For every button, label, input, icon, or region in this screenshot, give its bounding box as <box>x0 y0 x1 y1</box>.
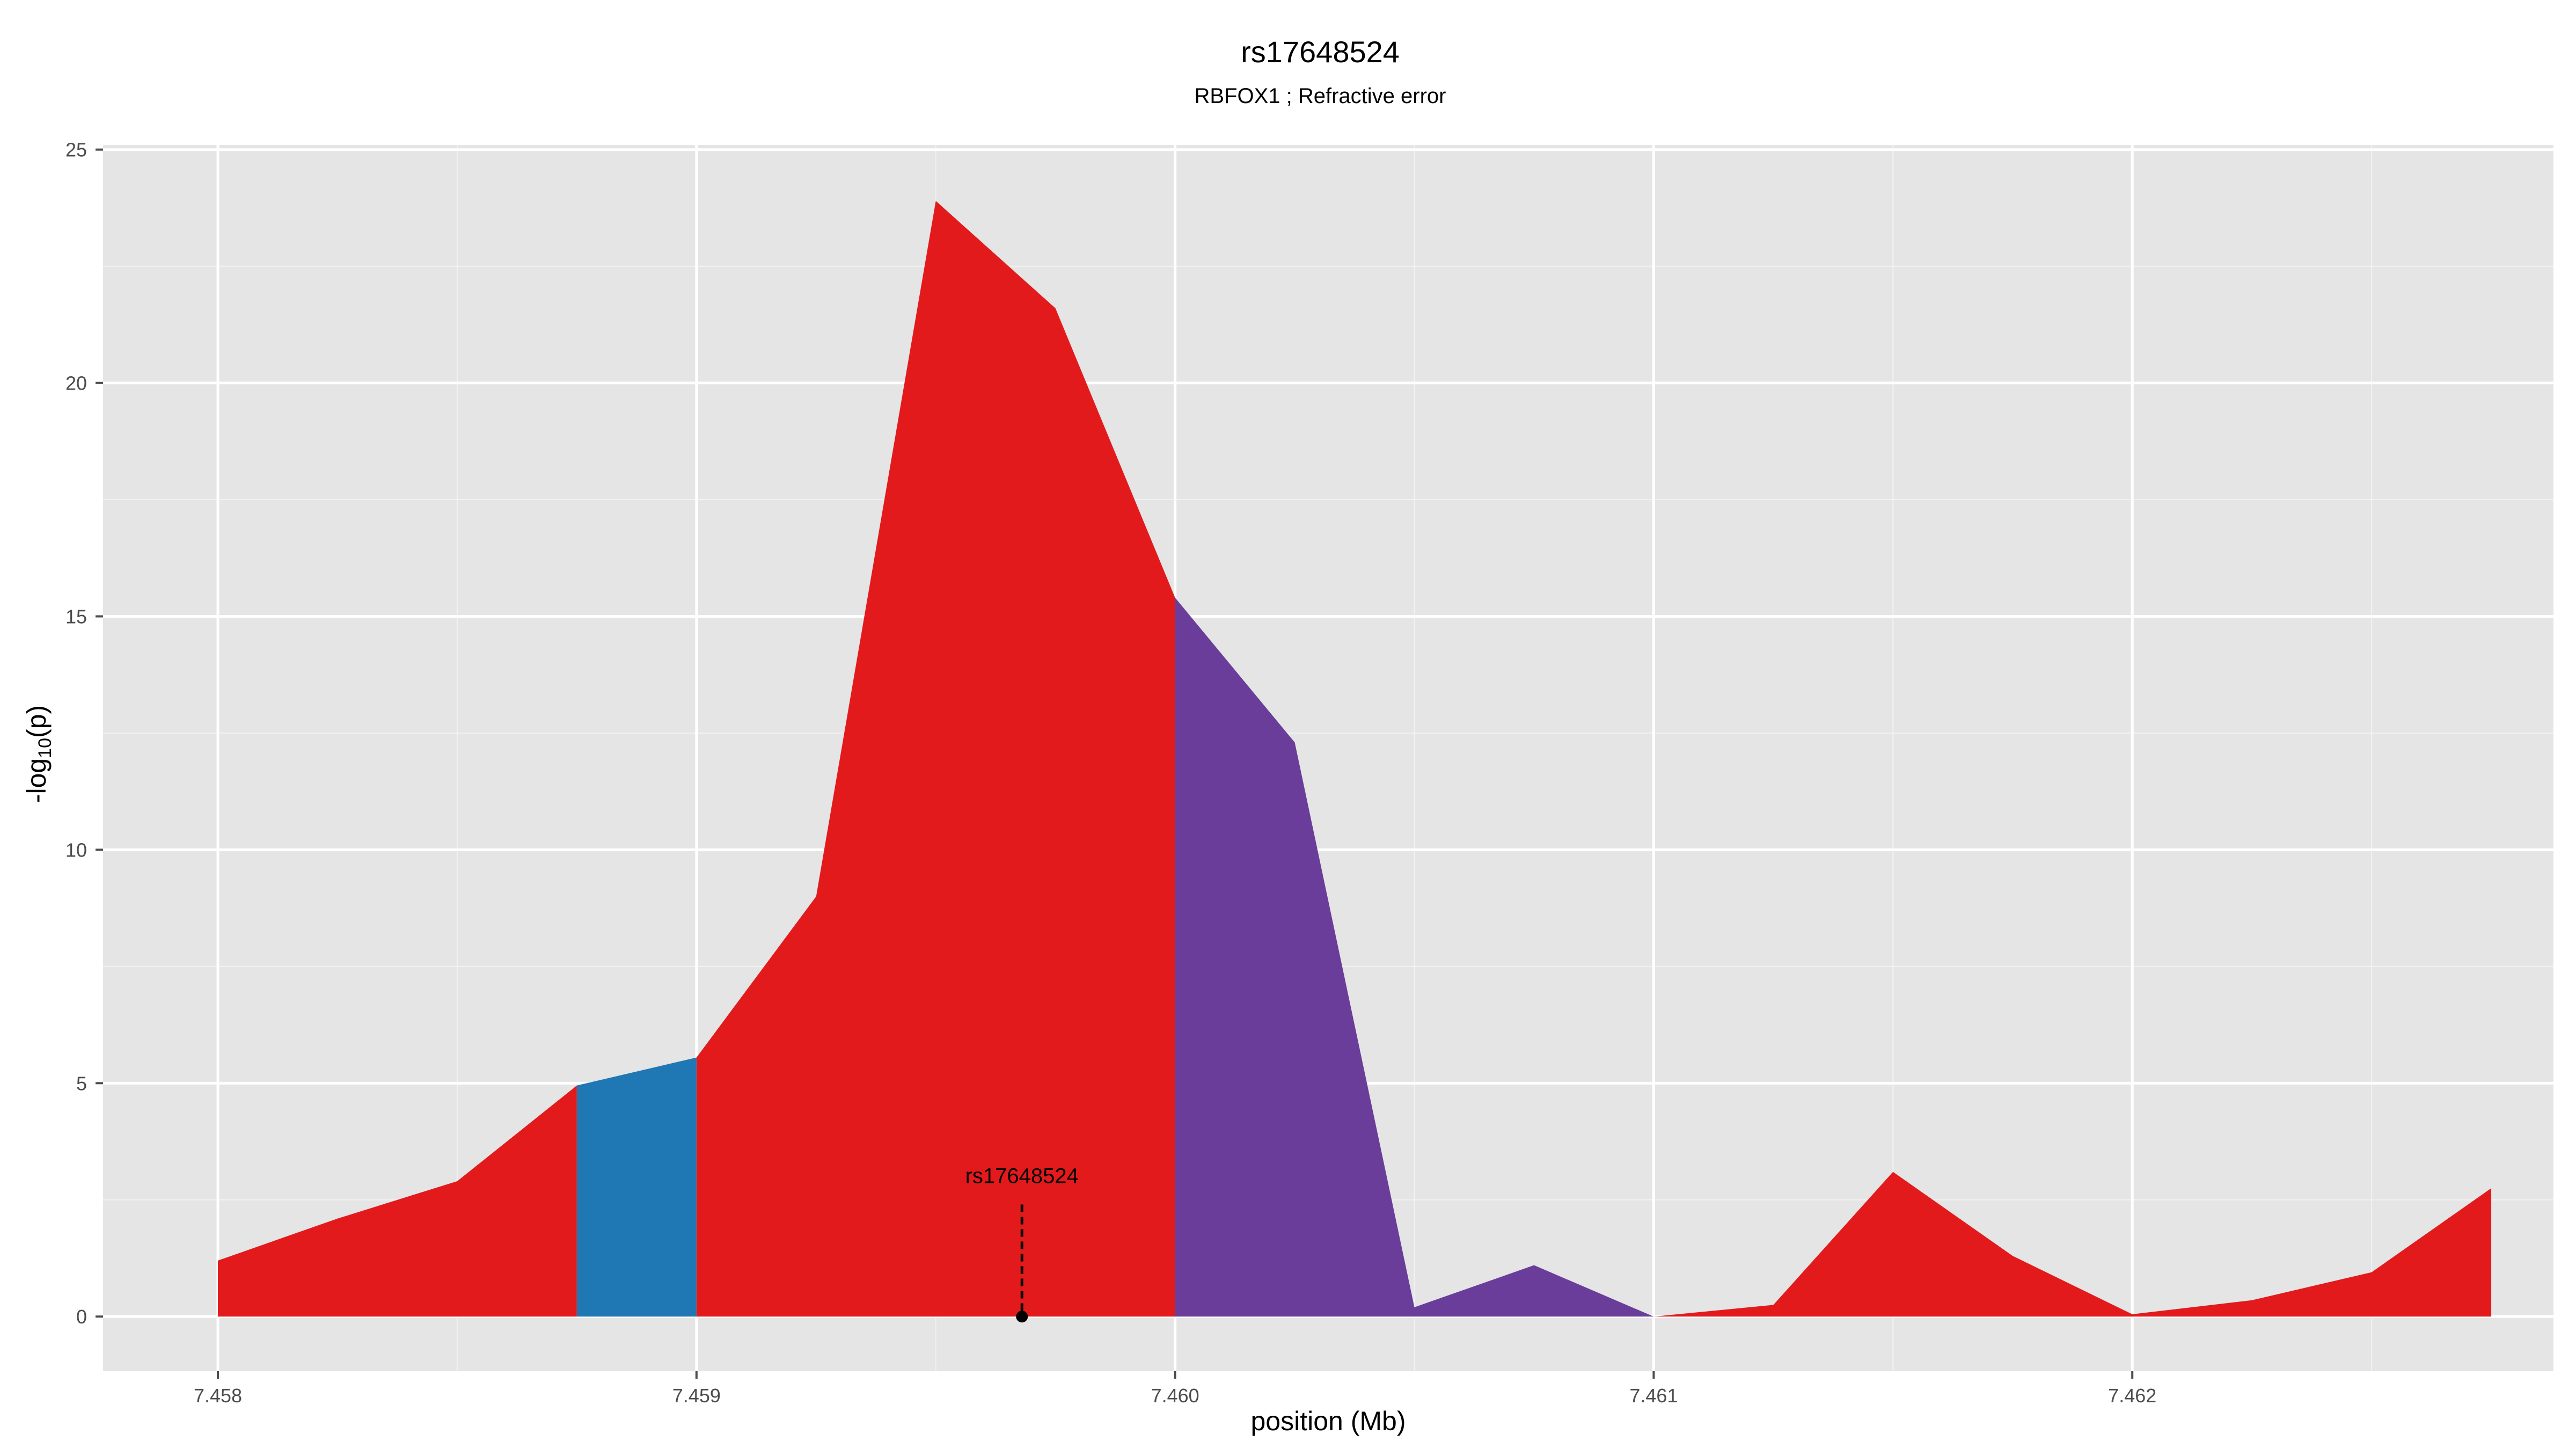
y-tick-label: 25 <box>65 139 87 161</box>
annotation-label: rs17648524 <box>965 1164 1079 1188</box>
x-tick-label: 7.461 <box>1629 1385 1678 1407</box>
y-tick-label: 0 <box>76 1306 87 1328</box>
chart-subtitle: RBFOX1 ; Refractive error <box>1194 84 1446 108</box>
x-axis-title: position (Mb) <box>1251 1406 1406 1436</box>
area-series <box>218 201 2492 1317</box>
area-segment-red-4 <box>1653 1172 2492 1317</box>
area-segment-red-0 <box>218 1085 577 1317</box>
y-axis-title-subscript: 10 <box>35 738 55 758</box>
y-axis-title-tail: (p) <box>21 705 52 738</box>
x-tick-label: 7.462 <box>2108 1385 2156 1407</box>
y-tick-label: 15 <box>65 606 87 628</box>
y-axis-title: -log10(p) <box>21 705 55 803</box>
area-segment-red-2 <box>696 201 1175 1317</box>
y-tick-label: 10 <box>65 839 87 861</box>
x-axis-ticks: 7.458 7.459 7.460 7.461 7.462 <box>194 1371 2156 1407</box>
y-axis-title-main: -log <box>21 758 52 803</box>
y-tick-label: 20 <box>65 372 87 394</box>
y-tick-label: 5 <box>76 1072 87 1094</box>
area-segment-blue-1 <box>576 1057 697 1317</box>
snp-annotation: rs17648524 <box>965 1164 1079 1323</box>
annotation-point <box>1016 1311 1028 1323</box>
y-axis-ticks: 0 5 10 15 20 25 <box>65 139 103 1328</box>
x-tick-label: 7.460 <box>1151 1385 1199 1407</box>
x-tick-label: 7.459 <box>672 1385 721 1407</box>
chart-title: rs17648524 <box>1241 35 1400 69</box>
x-tick-label: 7.458 <box>194 1385 242 1407</box>
area-segment-purple-3 <box>1175 597 1654 1317</box>
